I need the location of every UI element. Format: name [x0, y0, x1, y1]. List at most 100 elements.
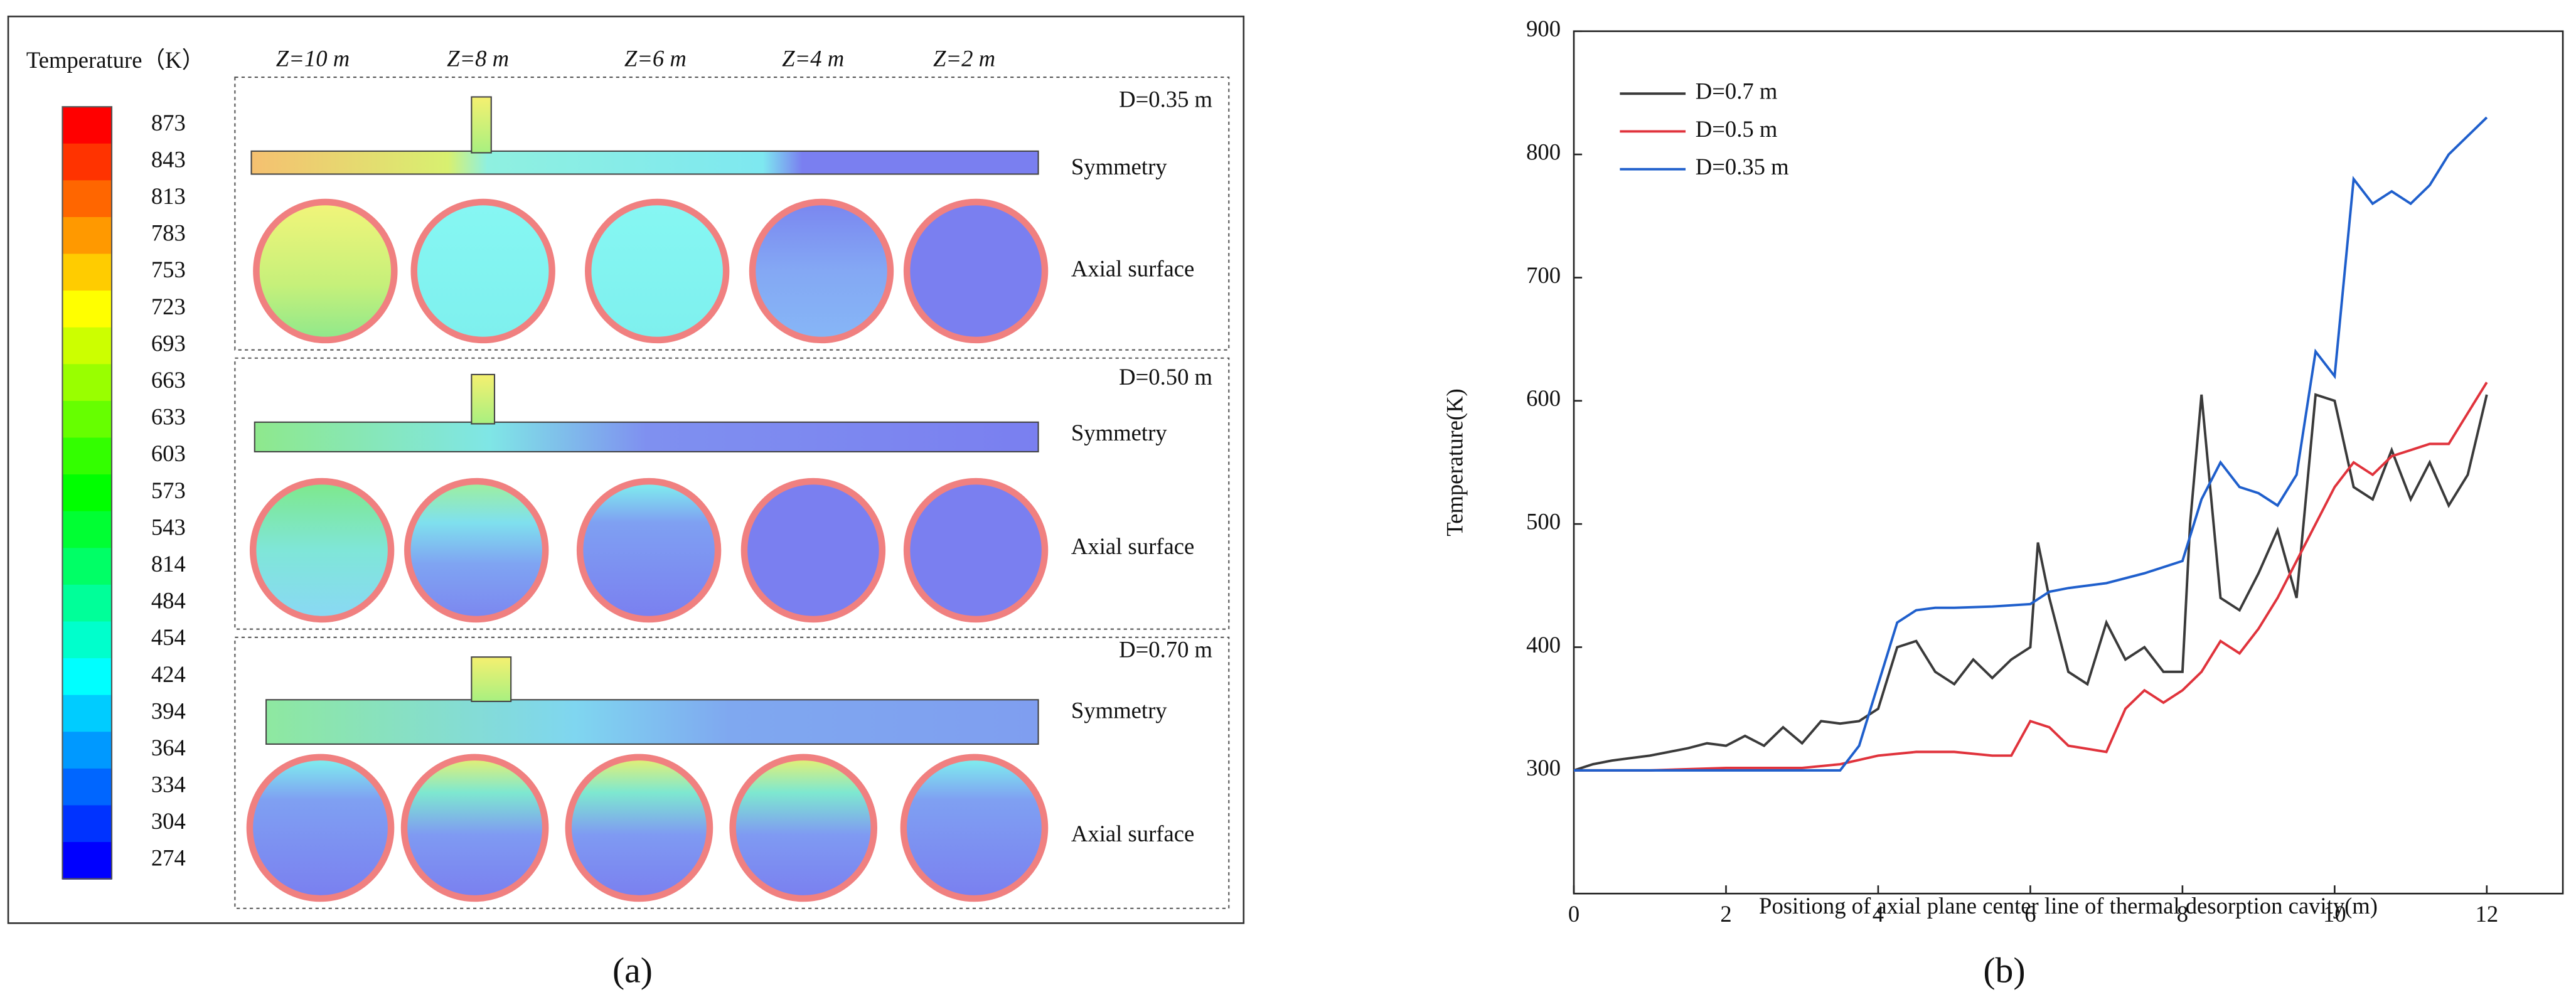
row-frame [234, 357, 1230, 630]
colorbar-label: 873 [151, 110, 186, 136]
colorbar-label: 783 [151, 220, 186, 246]
cross-section [576, 477, 722, 623]
colorbar-band [62, 584, 112, 622]
cross-section [400, 754, 549, 902]
diameter-label: D=0.35 m [1119, 87, 1212, 112]
cross-section [246, 754, 395, 902]
colorbar-band [62, 842, 112, 880]
cross-section [729, 754, 878, 902]
cross-section [749, 198, 894, 344]
colorbar-label: 603 [151, 440, 186, 466]
colorbar-band [62, 548, 112, 586]
section-label: Axial surface [1071, 255, 1194, 281]
diameter-label: D=0.50 m [1119, 364, 1212, 390]
series-line [1574, 116, 2488, 772]
caption-b: (b) [1983, 951, 2025, 991]
colorbar-band [62, 437, 112, 476]
section-label: Axial surface [1071, 821, 1194, 846]
series-line [1573, 393, 2488, 772]
diameter-label: D=0.70 m [1119, 637, 1212, 663]
colorbar-band [62, 327, 112, 365]
plot-frame [1573, 30, 2564, 895]
y-tick-label: 500 [1526, 509, 1561, 535]
cross-section [249, 477, 395, 623]
cross-section [404, 477, 549, 623]
colorbar-label: 304 [151, 808, 186, 834]
inlet [471, 373, 496, 425]
x-tick-label: 2 [1720, 901, 1731, 927]
colorbar-label: 663 [151, 367, 186, 393]
colorbar-band [62, 253, 112, 292]
y-tick-label: 400 [1526, 632, 1561, 658]
channel [265, 699, 1039, 745]
colorbar-label: 573 [151, 477, 186, 503]
x-tick-label: 12 [2476, 901, 2499, 927]
colorbar-band [62, 621, 112, 659]
colorbar-band [62, 805, 112, 843]
plane-label: Symmetry [1071, 698, 1167, 723]
row-frame [234, 636, 1230, 909]
cross-section [410, 198, 555, 344]
x-tick-label: 6 [2024, 901, 2036, 927]
caption-a: (a) [612, 951, 653, 991]
colorbar-band [62, 695, 112, 733]
inlet [471, 96, 492, 154]
section-label: Axial surface [1071, 533, 1194, 559]
colorbar-band [62, 143, 112, 181]
plane-label: Symmetry [1071, 420, 1167, 445]
z-label: Z=4 m [782, 45, 844, 71]
y-tick-label: 700 [1526, 262, 1561, 288]
colorbar-label: 274 [151, 845, 186, 871]
colorbar-label: 424 [151, 661, 186, 687]
y-axis-label: Temperature(K) [1442, 388, 1468, 536]
colorbar-label: 364 [151, 735, 186, 760]
cross-section [585, 198, 730, 344]
colorbar-band [62, 658, 112, 696]
cross-section [253, 198, 398, 344]
plane-label: Symmetry [1071, 154, 1167, 179]
colorbar-band [62, 768, 112, 806]
z-label: Z=6 m [624, 45, 687, 71]
cross-section [900, 754, 1049, 902]
colorbar-label: 454 [151, 624, 186, 650]
series-line [1574, 381, 2488, 772]
colorbar-band [62, 290, 112, 329]
colorbar-label: 394 [151, 698, 186, 723]
y-tick-label: 900 [1526, 16, 1561, 41]
legend-label: D=0.5 m [1696, 116, 1778, 142]
colorbar-label: 753 [151, 257, 186, 282]
panel-a-frame [7, 15, 1245, 924]
colorbar-label: 543 [151, 514, 186, 540]
colorbar-band [62, 180, 112, 218]
colorbar-band [62, 511, 112, 549]
x-tick-label: 4 [1873, 901, 1884, 927]
legend-label: D=0.35 m [1696, 154, 1789, 179]
legend-title: Temperature（K） [26, 47, 205, 73]
z-label: Z=2 m [933, 45, 995, 71]
colorbar-label: 484 [151, 588, 186, 614]
z-label: Z=10 m [276, 45, 350, 71]
colorbar-band [62, 400, 112, 439]
cross-section [903, 198, 1049, 344]
channel [254, 421, 1039, 453]
colorbar-label: 334 [151, 772, 186, 797]
legend-label: D=0.7 m [1696, 78, 1778, 104]
row-frame [234, 77, 1230, 351]
colorbar-label: 813 [151, 183, 186, 209]
colorbar-band [62, 732, 112, 770]
x-tick-label: 10 [2323, 901, 2346, 927]
colorbar-band [62, 474, 112, 513]
z-label: Z=8 m [447, 45, 509, 71]
colorbar-label: 723 [151, 294, 186, 319]
colorbar-label: 633 [151, 404, 186, 430]
cross-section [565, 754, 713, 902]
colorbar-label: 843 [151, 146, 186, 172]
colorbar-label: 693 [151, 330, 186, 356]
inlet [471, 656, 512, 702]
colorbar-band [62, 364, 112, 402]
y-tick-label: 600 [1526, 385, 1561, 411]
colorbar-band [62, 216, 112, 255]
channel [250, 150, 1039, 175]
y-tick-label: 300 [1526, 755, 1561, 781]
